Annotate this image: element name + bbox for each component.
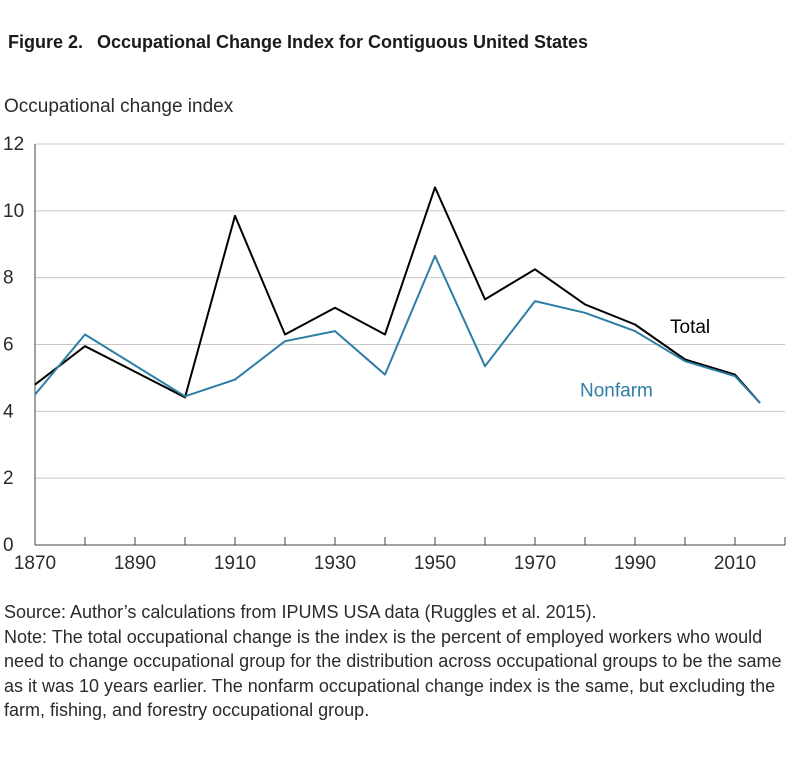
total-series-label: Total (670, 317, 710, 338)
note-text: Note: The total occupational change is t… (4, 626, 782, 721)
x-tick-label: 1910 (214, 553, 256, 574)
x-tick-label: 2010 (714, 553, 756, 574)
y-tick-label: 6 (3, 335, 14, 356)
y-tick-label: 8 (3, 268, 14, 289)
y-axis-label: Occupational change index (4, 96, 234, 117)
x-tick-label: 1870 (14, 553, 56, 574)
x-tick-label: 1950 (414, 553, 456, 574)
y-tick-label: 2 (3, 468, 14, 489)
x-tick-label: 1890 (114, 553, 156, 574)
figure-title: Figure 2. Occupational Change Index for C… (8, 32, 588, 53)
figure-title-text: Occupational Change Index for Contiguous… (97, 32, 589, 52)
y-tick-label: 10 (3, 201, 24, 222)
total-series-line (34, 186, 761, 404)
x-tick-label: 1930 (314, 553, 356, 574)
y-tick-label: 12 (3, 134, 24, 155)
nonfarm-series-label: Nonfarm (580, 380, 653, 401)
y-tick-label: 0 (3, 535, 14, 556)
line-chart: 0 2 4 6 8 10 12 1870 1890 1910 1930 1950 1970 1990 201… (3, 134, 786, 574)
y-tick-label: 4 (3, 401, 14, 422)
figure-notes: Source: Author’s calculations from IPUMS… (4, 600, 796, 723)
nonfarm-series-line (34, 254, 761, 404)
figure-number: Figure 2. (8, 32, 84, 52)
x-tick-label: 1970 (514, 553, 556, 574)
x-tick-label: 1990 (614, 553, 656, 574)
source-text: Source: Author’s calculations from IPUMS… (4, 602, 597, 622)
